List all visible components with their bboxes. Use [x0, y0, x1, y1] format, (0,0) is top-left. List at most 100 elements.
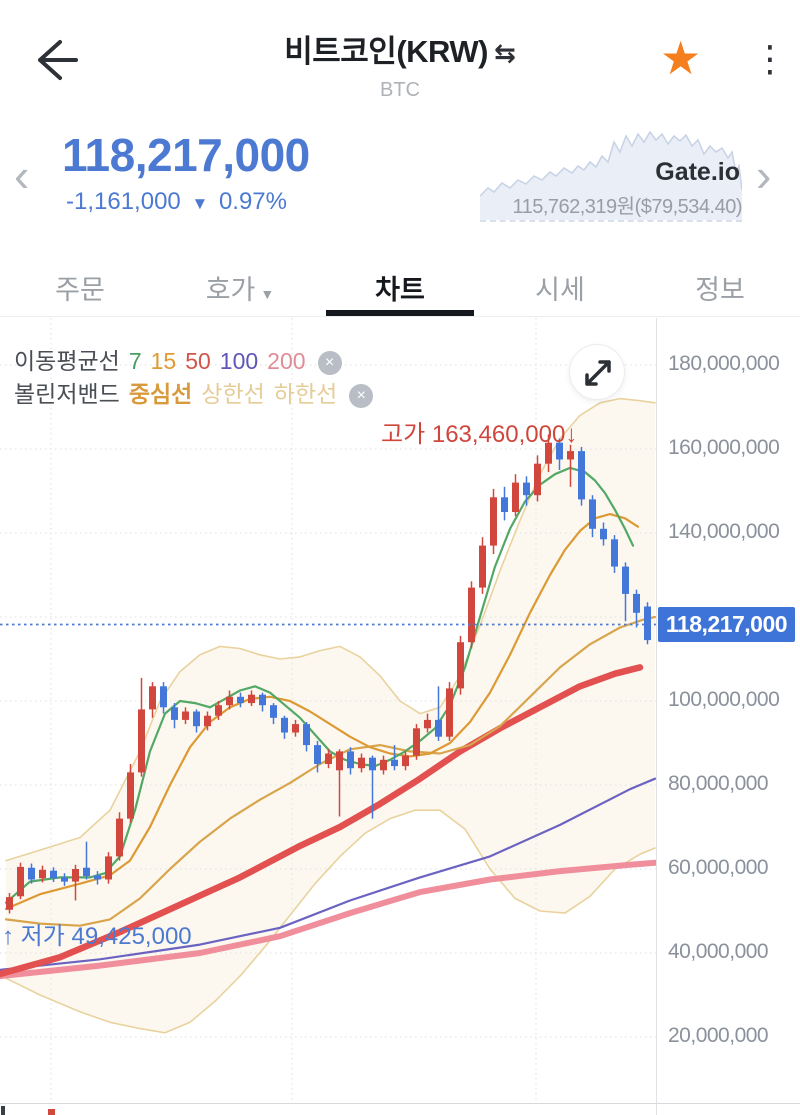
candle — [600, 528, 607, 540]
candle — [413, 728, 420, 756]
expand-arrows-icon — [585, 360, 611, 386]
candle — [391, 759, 398, 767]
low-label: 저가 — [20, 923, 65, 950]
tab-bar: 주문 호가 ▼ 차트 시세 정보 — [0, 250, 800, 317]
axis-tick-label: 100,000,000 — [668, 688, 780, 711]
candle — [17, 866, 24, 897]
candle — [589, 499, 596, 529]
candle — [94, 875, 101, 880]
legend-chip: 하한선 — [273, 381, 338, 407]
candle — [204, 715, 211, 727]
candle — [545, 442, 552, 464]
candle — [105, 856, 112, 880]
back-button[interactable] — [26, 34, 82, 86]
axis-tick-label: 140,000,000 — [668, 520, 780, 543]
candle — [523, 482, 530, 496]
axis-tick-label: 180,000,000 — [668, 352, 780, 375]
candle — [633, 593, 640, 613]
candle — [369, 757, 376, 771]
candle — [644, 606, 651, 641]
candle — [292, 724, 299, 733]
tab-1[interactable]: 주문 — [55, 275, 105, 305]
low-arrow-icon: ↑ — [2, 923, 14, 950]
legend-close-icon[interactable]: × — [317, 351, 342, 375]
candle — [611, 539, 618, 567]
ma-legend: 이동평균선 7 15 50 100 200 × — [14, 342, 342, 376]
bollinger-legend: 볼린저밴드 중심선 상한선 하한선 × — [14, 375, 374, 409]
prev-coin-chevron-icon[interactable]: ‹ — [14, 149, 30, 201]
axis-tick-label: 60,000,000 — [668, 856, 769, 879]
next-coin-chevron-icon[interactable]: › — [756, 149, 772, 201]
candle — [116, 818, 123, 857]
ma-legend-label: 이동평균선 — [14, 348, 120, 374]
down-triangle-icon: ▼ — [191, 194, 209, 213]
volume-bar — [48, 1109, 55, 1115]
overflow-menu-icon[interactable]: ⋮ — [752, 38, 788, 79]
ma50-line — [0, 664, 644, 978]
candle — [534, 463, 541, 496]
candle — [171, 707, 178, 720]
candle — [347, 751, 354, 769]
swap-pair-icon[interactable]: ⇆ — [493, 38, 516, 68]
tab-4[interactable]: 시세 — [535, 275, 585, 305]
candle — [149, 686, 156, 710]
sparkline-line — [480, 130, 742, 197]
legend-close-icon[interactable]: × — [349, 384, 374, 408]
candle — [314, 745, 321, 764]
legend-chip: 7 — [128, 348, 142, 374]
price-axis[interactable]: 180,000,000160,000,000140,000,000120,000… — [656, 318, 800, 1115]
title-block: 비트코인(KRW) ⇆ BTC — [150, 26, 650, 102]
ma200-line — [0, 859, 656, 980]
candle — [270, 705, 277, 718]
candle — [281, 717, 288, 733]
expand-chart-button[interactable] — [569, 344, 625, 400]
tab-3[interactable]: 차트 — [320, 250, 480, 316]
candle — [303, 724, 310, 746]
low-price-annotation: ↑ 저가 49,425,000 — [2, 916, 192, 951]
exchange-converted-price: 115,762,319원($79,534.40) — [512, 196, 742, 218]
candle — [83, 867, 90, 877]
legend-chip: 상한선 — [201, 381, 265, 407]
candle — [336, 751, 343, 771]
price-change: -1,161,000 ▼ 0.97% — [66, 188, 287, 216]
candle — [215, 705, 222, 716]
exchange-name: Gate.io — [655, 158, 740, 186]
chart-bottom-divider — [0, 1103, 800, 1104]
volume-bar — [1, 1106, 5, 1115]
legend-chip: 15 — [150, 348, 177, 374]
candle — [556, 442, 563, 460]
candle — [193, 711, 200, 727]
candle — [61, 877, 68, 882]
current-price-badge: 118,217,000 — [658, 606, 795, 642]
tab-2[interactable]: 호가 ▼ — [205, 275, 275, 305]
ma15-line — [4, 513, 640, 911]
legend-chip: 100 — [219, 348, 259, 374]
candle — [325, 753, 332, 764]
main-chart[interactable] — [0, 318, 656, 1103]
bb_lower-line — [5, 809, 656, 1034]
chart-region: 180,000,000160,000,000140,000,000120,000… — [0, 318, 800, 1115]
tab-5[interactable]: 정보 — [695, 275, 745, 305]
candle — [72, 869, 79, 882]
axis-tick-label: 80,000,000 — [668, 772, 769, 795]
candle — [567, 451, 574, 460]
candle — [457, 642, 464, 689]
candle — [182, 711, 189, 720]
ma100-line — [0, 777, 656, 971]
mini-sparkline-chart — [480, 130, 742, 220]
candle — [468, 587, 475, 643]
current-price: 118,217,000 — [62, 129, 310, 181]
candle — [501, 497, 508, 512]
candle — [490, 497, 497, 546]
axis-tick-label: 160,000,000 — [668, 436, 780, 459]
candle — [127, 772, 134, 819]
legend-chip: 50 — [185, 348, 211, 374]
candle — [6, 897, 13, 910]
favorite-star-icon[interactable]: ★ — [660, 32, 702, 84]
reference-exchange-card[interactable]: Gate.io 115,762,319원($79,534.40) — [480, 128, 743, 222]
axis-tick-label: 20,000,000 — [668, 1024, 769, 1047]
candle — [226, 696, 233, 706]
candle — [237, 696, 244, 704]
candle — [402, 755, 409, 767]
